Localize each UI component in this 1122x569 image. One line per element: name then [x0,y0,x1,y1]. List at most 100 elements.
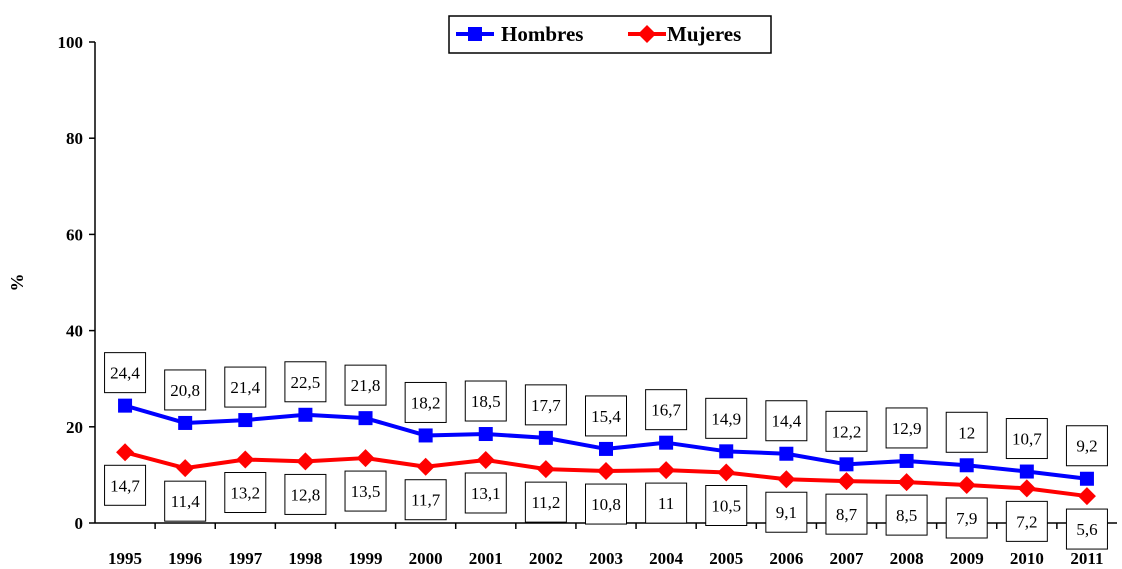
hombres-data-label: 14,9 [705,397,748,439]
mujeres-data-label-text: 7,9 [956,509,977,528]
hombres-data-label-text: 9,2 [1076,437,1097,456]
hombres-data-label: 18,5 [464,380,507,422]
mujeres-data-label: 11,7 [404,479,447,521]
mujeres-point [296,452,315,471]
mujeres-data-label: 8,5 [885,494,928,536]
hombres-data-label-text: 18,5 [471,392,501,411]
mujeres-data-label-box [344,470,387,512]
hombres-point [839,457,854,472]
x-tick-label: 2006 [769,549,803,568]
hombres-data-label-text: 20,8 [170,381,200,400]
x-tick-label: 2007 [829,549,864,568]
mujeres-data-label-text: 11,2 [531,493,560,512]
hombres-data-label-box [945,411,988,453]
x-tick-label: 2003 [589,549,623,568]
mujeres-point [416,457,435,476]
hombres-data-label: 12,9 [885,407,928,449]
mujeres-data-label-box [524,481,567,523]
mujeres-data-label: 10,8 [585,483,627,525]
mujeres-point [897,473,916,492]
mujeres-point [837,472,856,491]
x-tick-label: 2009 [950,549,984,568]
hombres-data-label: 24,4 [104,352,147,394]
series-lines [116,398,1096,506]
mujeres-data-label-box [284,473,327,515]
hombres-data-label: 22,5 [284,361,327,403]
mujeres-point [1017,479,1036,498]
mujeres-data-label-box [585,483,627,525]
hombres-data-label-box [164,369,207,411]
hombres-data-label-box [705,397,748,439]
hombres-point [899,453,914,468]
hombres-legend-label: Hombres [501,22,583,46]
hombres-data-label-box [645,389,688,431]
mujeres-data-label: 7,9 [945,497,988,539]
x-tick-label: 2008 [890,549,924,568]
mujeres-point [717,463,736,482]
hombres-data-label: 16,7 [645,389,688,431]
y-tick-label: 40 [66,322,83,341]
mujeres-point [1077,487,1096,506]
hombres-data-label: 17,7 [524,384,567,426]
hombres-point [659,435,674,450]
hombres-data-label-text: 12,2 [832,422,862,441]
mujeres-data-label-box [464,472,507,514]
mujeres-data-label-text: 10,8 [591,495,621,514]
hombres-data-label-text: 12,9 [892,419,922,438]
mujeres-point [536,460,555,479]
mujeres-data-label-box [885,494,928,536]
hombres-point [538,430,553,445]
mujeres-data-label-box [224,472,267,514]
data-labels: 24,4 20,8 21,4 22,5 21,8 18,2 18,5 17,7 15,4 16,7… [104,352,1108,550]
hombres-data-label: 18,2 [404,381,447,423]
mujeres-data-label: 8,7 [825,493,868,535]
mujeres-data-label-box [104,464,147,506]
hombres-data-label-box [1065,425,1108,467]
mujeres-point [176,459,195,478]
mujeres-data-label-text: 11,7 [411,491,441,510]
hombres-point [478,427,493,442]
mujeres-data-label: 11,4 [164,480,207,522]
mujeres-data-label-box [164,480,207,522]
hombres-data-label-box [404,381,447,423]
hombres-data-label: 14,4 [765,400,808,442]
mujeres-point [236,450,255,469]
hombres-point [238,413,253,428]
hombres-data-label: 15,4 [585,395,627,437]
hombres-point [959,458,974,473]
hombres-point [719,444,734,459]
mujeres-point [116,443,135,462]
hombres-point [1079,471,1094,486]
mujeres-data-label-box [645,482,688,524]
mujeres-data-label-box [1005,500,1048,542]
hombres-data-label-box [464,380,507,422]
mujeres-data-label-box [945,497,988,539]
hombres-data-label-text: 18,2 [411,393,441,412]
mujeres-data-label: 13,1 [464,472,507,514]
hombres-point [418,428,433,443]
mujeres-data-label: 13,5 [344,470,387,512]
hombres-data-label-box [825,410,868,452]
mujeres-data-label-text: 7,2 [1016,512,1037,531]
hombres-data-label-text: 12 [958,423,975,442]
mujeres-data-label-box [1065,508,1108,550]
hombres-data-label-box [284,361,327,403]
x-tick-label: 2000 [409,549,443,568]
hombres-data-label-text: 14,4 [771,412,801,431]
mujeres-data-label: 5,6 [1065,508,1108,550]
hombres-data-label-box [104,352,147,394]
hombres-point [118,398,133,413]
hombres-data-label: 20,8 [164,369,207,411]
mujeres-data-label-text: 13,5 [351,482,381,501]
hombres-point [599,441,613,456]
mujeres-data-label: 11 [645,482,688,524]
mujeres-data-label-text: 9,1 [776,503,797,522]
mujeres-data-label: 11,2 [524,481,567,523]
mujeres-data-label-text: 11,4 [171,492,201,511]
x-tick-label: 1996 [168,549,202,568]
x-tick-label: 1999 [349,549,383,568]
hombres-data-label: 12 [945,411,988,453]
y-tick-label: 0 [75,514,84,533]
mujeres-point [476,450,495,469]
mujeres-data-label-box [705,484,748,526]
